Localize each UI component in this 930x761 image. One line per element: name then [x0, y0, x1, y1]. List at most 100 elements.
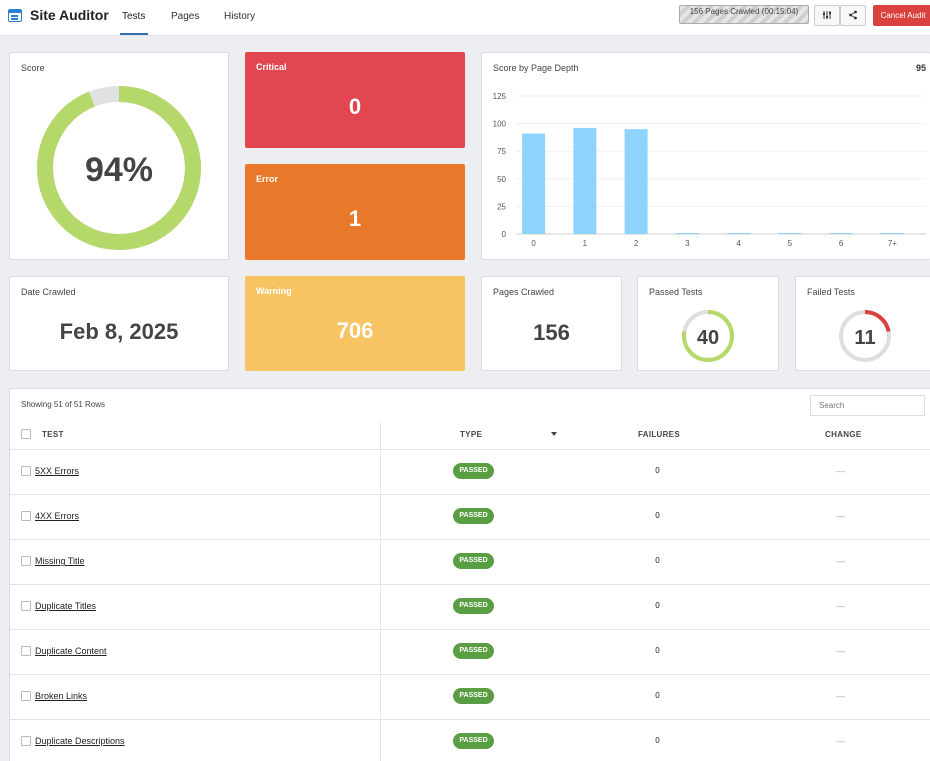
x-tick-label: 7+ [888, 239, 897, 248]
date-crawled-card: Date Crawled Feb 8, 2025 [9, 276, 229, 371]
share-button[interactable] [840, 5, 866, 26]
bar-depth-6[interactable] [829, 233, 853, 234]
x-tick-label: 5 [788, 239, 793, 248]
site-auditor-logo-icon [8, 9, 22, 22]
table-row[interactable]: Broken Links PASSED 0 — [10, 674, 930, 719]
failures-count: 0 [655, 466, 660, 475]
test-name-link[interactable]: Duplicate Content [35, 646, 107, 656]
passed-tests-value: 40 [697, 327, 719, 349]
tab-history[interactable]: History [224, 11, 256, 22]
change-value: — [836, 466, 845, 476]
y-tick-label: 25 [497, 202, 506, 211]
test-name-link[interactable]: 5XX Errors [35, 466, 80, 476]
failed-tests-ring: 11 [839, 310, 891, 362]
row-checkbox[interactable] [21, 646, 31, 656]
test-column-header[interactable]: TEST [42, 430, 64, 439]
search-input[interactable] [810, 395, 925, 416]
row-checkbox[interactable] [21, 736, 31, 746]
x-tick-label: 3 [685, 239, 690, 248]
pages-crawled-card: Pages Crawled 156 [481, 276, 622, 371]
failures-count: 0 [655, 691, 660, 700]
critical-label: Critical [256, 62, 287, 72]
page-depth-chart-card: Score by Page Depth 95 0 25 50 75 100 125 0 1 2 3… [481, 52, 930, 260]
error-card[interactable]: Error 1 [245, 164, 465, 260]
cancel-audit-button[interactable]: Cancel Audit [873, 5, 930, 26]
bar-depth-7+[interactable] [880, 233, 904, 234]
y-tick-label: 0 [502, 230, 507, 239]
app-title: Site Auditor [30, 7, 109, 23]
y-tick-label: 125 [493, 92, 507, 101]
x-tick-label: 1 [583, 239, 588, 248]
table-row[interactable]: Duplicate Titles PASSED 0 — [10, 584, 930, 629]
failures-count: 0 [655, 511, 660, 520]
failures-count: 0 [655, 601, 660, 610]
test-name-link[interactable]: Duplicate Descriptions [35, 736, 125, 746]
test-name-link[interactable]: Duplicate Titles [35, 601, 97, 611]
filter-button[interactable] [814, 5, 840, 26]
page-depth-bar-chart: 0 25 50 75 100 125 0 1 2 3 4 5 6 7+ [493, 92, 926, 248]
date-crawled-label: Date Crawled [21, 287, 76, 297]
status-badge: PASSED [453, 688, 494, 704]
tab-tests[interactable]: Tests [122, 11, 146, 22]
warning-label: Warning [256, 286, 292, 296]
warning-card[interactable]: Warning 706 [245, 276, 465, 371]
failures-count: 0 [655, 736, 660, 745]
test-name-link[interactable]: Missing Title [35, 556, 85, 566]
table-row[interactable]: 5XX Errors PASSED 0 — [10, 449, 930, 494]
select-all-checkbox[interactable] [21, 429, 31, 439]
row-checkbox[interactable] [21, 691, 31, 701]
critical-card[interactable]: Critical 0 [245, 52, 465, 148]
score-card: Score 94% [9, 52, 229, 260]
warning-count: 706 [336, 318, 374, 343]
tests-table-card: Showing 51 of 51 Rows TEST TYPE FAILURES… [9, 388, 930, 761]
change-value: — [836, 601, 845, 611]
failures-column-header[interactable]: FAILURES [638, 430, 680, 439]
table-row[interactable]: Duplicate Content PASSED 0 — [10, 629, 930, 674]
change-value: — [836, 511, 845, 521]
sort-down-icon[interactable] [551, 432, 559, 438]
failed-tests-card: Failed Tests 11 [795, 276, 930, 371]
x-tick-label: 0 [531, 239, 536, 248]
x-tick-label: 4 [736, 239, 741, 248]
share-icon [849, 10, 857, 20]
failed-tests-value: 11 [854, 327, 875, 349]
table-row[interactable]: Missing Title PASSED 0 — [10, 539, 930, 584]
row-checkbox[interactable] [21, 466, 31, 476]
bar-depth-3[interactable] [675, 233, 699, 234]
top-bar: Site Auditor Tests Pages History 156 Pag… [0, 0, 930, 36]
date-crawled-value: Feb 8, 2025 [59, 319, 179, 344]
y-tick-label: 75 [497, 147, 506, 156]
score-label: Score [21, 63, 45, 73]
status-badge: PASSED [453, 553, 494, 569]
row-checkbox[interactable] [21, 601, 31, 611]
x-tick-label: 2 [634, 239, 639, 248]
row-checkbox[interactable] [21, 556, 31, 566]
row-checkbox[interactable] [21, 511, 31, 521]
failures-count: 0 [655, 646, 660, 655]
score-value: 94% [85, 151, 153, 189]
test-name-link[interactable]: 4XX Errors [35, 511, 80, 521]
sliders-icon [823, 11, 831, 19]
tab-pages[interactable]: Pages [171, 11, 200, 22]
chart-title: Score by Page Depth [493, 63, 579, 73]
change-column-header[interactable]: CHANGE [825, 430, 862, 439]
passed-tests-card: Passed Tests 40 [637, 276, 779, 371]
error-label: Error [256, 174, 279, 184]
active-tab-indicator [120, 33, 148, 35]
error-count: 1 [348, 206, 362, 231]
status-badge: PASSED [453, 733, 494, 749]
bar-depth-5[interactable] [778, 233, 802, 234]
bar-depth-0[interactable] [522, 133, 546, 234]
y-tick-label: 100 [493, 120, 507, 129]
change-value: — [836, 646, 845, 656]
test-name-link[interactable]: Broken Links [35, 691, 88, 701]
passed-tests-ring: 40 [682, 310, 734, 362]
type-column-header[interactable]: TYPE [460, 430, 483, 439]
table-row[interactable]: Duplicate Descriptions PASSED 0 — [10, 719, 930, 761]
table-row[interactable]: 4XX Errors PASSED 0 — [10, 494, 930, 539]
bar-depth-1[interactable] [573, 128, 597, 234]
bar-depth-4[interactable] [727, 233, 751, 234]
failed-tests-label: Failed Tests [807, 287, 855, 297]
bar-depth-2[interactable] [624, 129, 648, 234]
rows-count-text: Showing 51 of 51 Rows [21, 400, 106, 409]
